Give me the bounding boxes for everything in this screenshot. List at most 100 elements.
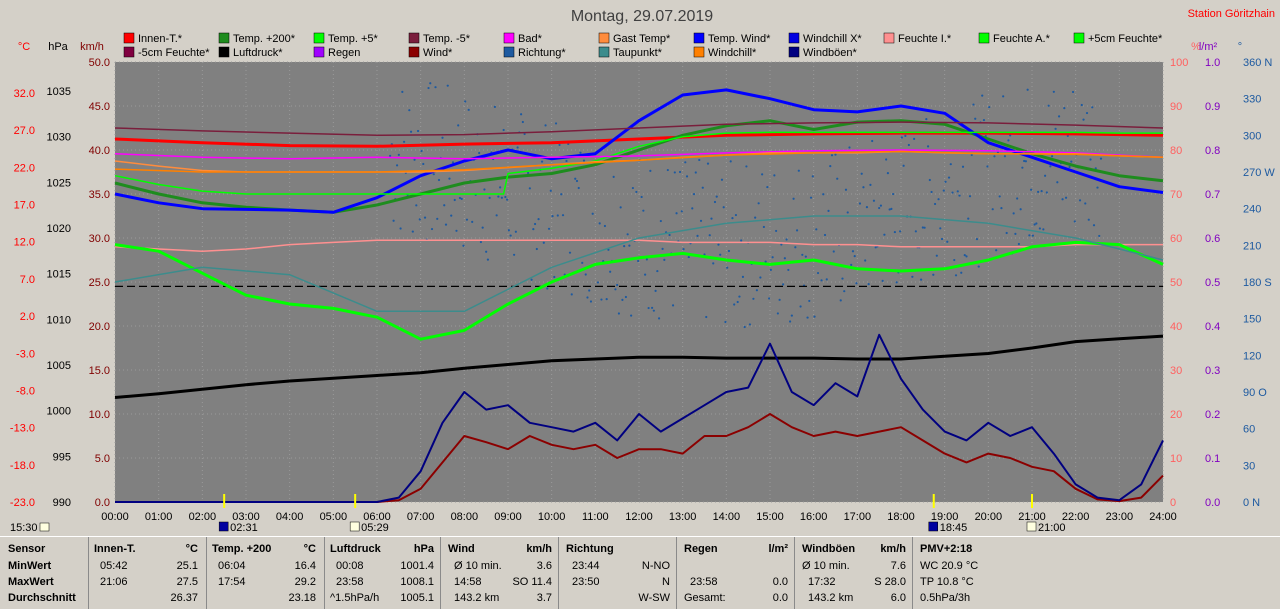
dir-dot: [455, 229, 458, 232]
dir-dot: [733, 303, 736, 306]
dir-dot: [925, 118, 928, 121]
dir-dot: [654, 289, 657, 292]
dir-dot: [521, 120, 524, 124]
kmh-tick-0.0: 0.0: [95, 497, 110, 509]
dir-dot: [389, 154, 392, 157]
dir-dot: [932, 273, 935, 276]
sun-time-0: 02:31: [230, 522, 258, 534]
x-tick-13:00: 13:00: [669, 511, 697, 523]
stats-boeen-label: Windböen: [802, 543, 856, 555]
dir-dot: [497, 195, 500, 198]
kmh-tick-50.0: 50.0: [89, 57, 110, 69]
dir-dot: [565, 159, 568, 163]
dir-dot: [726, 266, 729, 269]
dir-dot: [549, 189, 552, 192]
start-time-icon: [39, 522, 50, 532]
dir-dot: [914, 230, 917, 233]
dir-dot: [488, 196, 491, 199]
legend-label-2: Temp. +5*: [328, 33, 379, 45]
legend-swatch-17: [693, 46, 705, 58]
dir-dot: [504, 195, 507, 199]
dir-dot: [591, 212, 594, 215]
stats-boeen-max-time: 17:32: [808, 576, 836, 588]
dir-dot: [1052, 90, 1055, 93]
dir-dot: [471, 220, 474, 224]
stats-innen-min-time: 05:42: [100, 560, 128, 572]
dir-dot: [890, 207, 893, 210]
unit-lm2: l/m²: [1199, 41, 1218, 53]
dir-dot: [675, 212, 678, 215]
dir-dot: [864, 259, 867, 262]
dir-dot: [1054, 127, 1057, 130]
unit-hpa: hPa: [48, 41, 68, 53]
dir-dot: [609, 270, 612, 273]
dir-dot: [1078, 199, 1082, 202]
dir-dot: [696, 234, 699, 238]
dir-dot: [523, 132, 526, 136]
deg-tick-360 N: 360 N: [1243, 57, 1272, 69]
dir-dot: [953, 258, 956, 262]
weather-chart: 00:00 01:00 02:00 03:00 04:00 05:00 06:00 07:00…: [9, 8, 1276, 534]
dir-dot: [481, 226, 484, 229]
dir-dot: [586, 296, 589, 299]
dir-dot: [698, 158, 701, 162]
dir-dot: [486, 258, 490, 261]
dir-dot: [1019, 208, 1022, 211]
stats-temp200-min-time: 06:04: [218, 560, 246, 572]
dir-dot: [928, 178, 931, 182]
dir-dot: [577, 186, 580, 190]
deg-tick-0 N: 0 N: [1243, 497, 1260, 509]
dir-dot: [420, 149, 423, 153]
dir-dot: [848, 146, 851, 149]
dir-dot: [535, 247, 538, 251]
stats-pmv-trend: 0.5hPa/3h: [920, 592, 971, 604]
dir-dot: [526, 171, 530, 175]
dir-dot: [823, 233, 827, 237]
dir-dot: [921, 226, 924, 229]
series-line-6: [114, 121, 1164, 137]
dir-dot: [846, 211, 849, 214]
pct-tick-80: 80: [1170, 145, 1182, 157]
dir-dot: [616, 283, 619, 287]
dir-dot: [1014, 232, 1017, 236]
pct-tick-100: 100: [1170, 57, 1188, 69]
temp-tick--8.0: -8.0: [16, 385, 35, 397]
sun-time-2: 18:45: [940, 522, 968, 534]
stats-col-innen: Innen-T. °C 05:42 25.1 21:06 27.5 26.37: [88, 537, 207, 609]
x-tick-08:00: 08:00: [451, 511, 479, 523]
dir-dot: [858, 202, 862, 205]
dir-dot: [998, 195, 1001, 198]
dir-dot: [1030, 188, 1033, 191]
dir-dot: [685, 175, 689, 178]
stats-druck-max-time: 23:58: [336, 576, 364, 588]
dir-dot: [612, 175, 615, 178]
dir-dot: [694, 171, 697, 174]
dir-dot: [450, 214, 453, 217]
temp-tick-17.0: 17.0: [14, 200, 35, 212]
dir-dot: [757, 202, 760, 205]
dir-dot: [1091, 106, 1094, 109]
stats-boeen-max-val: S 28.0: [874, 576, 906, 588]
hpa-tick-1035: 1035: [47, 86, 71, 98]
dir-dot: [701, 186, 704, 189]
dir-dot: [1099, 157, 1103, 160]
dir-dot: [782, 283, 785, 286]
stats-pmv-tp: TP 10.8 °C: [920, 576, 974, 588]
dir-dot: [1082, 118, 1085, 121]
dir-dot: [926, 145, 930, 148]
dir-dot: [1098, 234, 1101, 238]
stats-temp200-label: Temp. +200: [212, 543, 272, 555]
dir-dot: [727, 249, 731, 253]
dir-dot: [736, 300, 739, 304]
unit-temp: °C: [18, 41, 30, 53]
dir-dot: [499, 186, 502, 189]
lm2-tick-0.3: 0.3: [1205, 365, 1220, 377]
dir-dot: [853, 255, 856, 258]
stats-richtung-min-val: N-NO: [641, 560, 670, 572]
dir-dot: [715, 195, 718, 198]
dir-dot: [1045, 191, 1048, 194]
stats-panel: Sensor MinWert MaxWert Durchschnitt Inne…: [0, 536, 1280, 609]
x-tick-09:00: 09:00: [494, 511, 522, 523]
dir-dot: [628, 244, 631, 247]
hpa-tick-1020: 1020: [47, 223, 71, 235]
